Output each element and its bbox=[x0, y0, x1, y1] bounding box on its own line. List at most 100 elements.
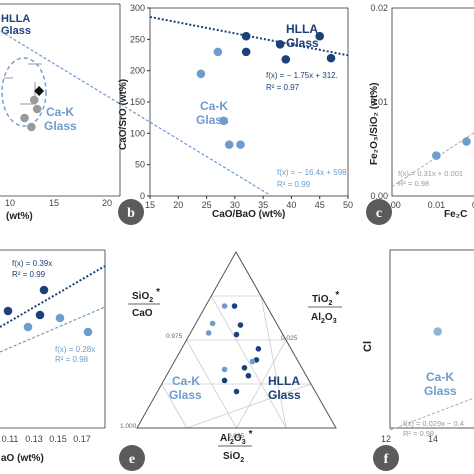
panel-b-hlla-r2: R² = 0.97 bbox=[266, 83, 300, 92]
panel-a-cak-point bbox=[32, 104, 42, 114]
panel-e-tick: 0.975 bbox=[166, 333, 183, 340]
panel-f-cak-trendline bbox=[389, 397, 474, 431]
panel-f-badge: f bbox=[373, 445, 399, 471]
panel-e-hlla-point bbox=[241, 365, 248, 371]
panel-d-x-tick: 0.15 bbox=[49, 434, 67, 444]
panel-b-hlla-label-2: Glass bbox=[286, 36, 319, 50]
panel-f-x-tick: 12 bbox=[381, 434, 391, 444]
panel-f-plot-frame bbox=[389, 249, 474, 429]
panel-e-right-numerator: TiO2* bbox=[312, 290, 339, 307]
panel-e-badge-circle bbox=[119, 445, 145, 471]
panel-c-x-tick: 0.00 bbox=[383, 200, 401, 210]
panel-b-hlla-point bbox=[275, 40, 285, 49]
panel-b-y-tick: 300 bbox=[130, 3, 145, 13]
panel-d-cak-r2: R² = 0.98 bbox=[55, 355, 89, 364]
panel-c-badge: c bbox=[366, 199, 392, 225]
panel-a-cak-label-2: Glass bbox=[44, 119, 77, 133]
panel-e-tick: 0.025 bbox=[228, 433, 245, 440]
panel-b-cak-point bbox=[224, 140, 234, 149]
panel-b-x-tick: 50 bbox=[343, 200, 353, 210]
panel-f-points bbox=[433, 327, 443, 336]
panel-b-cak-point bbox=[196, 69, 206, 79]
panel-e-apex-left-label: SiO2* CaO bbox=[128, 287, 160, 319]
panel-b-y-tick: 150 bbox=[130, 97, 145, 107]
panel-e-cak-point bbox=[209, 320, 216, 327]
panel-b-y-tick: 250 bbox=[130, 34, 145, 44]
panel-e-cak-point bbox=[221, 303, 228, 309]
panel-d-x-tick: 0.11 bbox=[2, 434, 19, 444]
panel-a-x-tick: 10 bbox=[5, 198, 15, 208]
panel-e-right-denominator: Al2O3 bbox=[311, 312, 337, 325]
panel-c-cak-point bbox=[462, 137, 471, 146]
panel-e-bottom-numerator: Al2O3* bbox=[220, 429, 253, 446]
panel-a-x-tick: 20 bbox=[102, 198, 112, 208]
panel-b-cak-point bbox=[213, 47, 223, 57]
panel-a-cak-point bbox=[27, 122, 36, 132]
panel-d-hlla-equation: f(x) = 0.39x bbox=[12, 259, 52, 268]
panel-b-x-tick: 20 bbox=[173, 200, 183, 210]
panel-b-cak-label: Ca-K bbox=[200, 99, 228, 113]
panel-d-hlla-point bbox=[39, 285, 49, 295]
panel-d-hlla-trendline bbox=[0, 265, 106, 328]
panel-f-badge-letter: f bbox=[384, 452, 389, 467]
panel-b-x-ticks: 15 20 25 30 35 40 45 50 bbox=[145, 196, 353, 210]
panel-c-badge-circle bbox=[366, 199, 392, 225]
panel-c-cak-trendline bbox=[391, 132, 474, 188]
panel-c-x-tick: 0.02 bbox=[472, 200, 474, 210]
panel-a-black-marker bbox=[34, 86, 45, 96]
panel-c-y-label: Fe₂O₃/SiO₂ (wt%) bbox=[369, 83, 380, 165]
panel-b-hlla-point bbox=[281, 55, 291, 64]
panel-b-y-label: CaO/SrO (wt%) bbox=[118, 79, 129, 150]
panel-e-hlla-point bbox=[233, 388, 240, 395]
panel-a: 10 15 20 (wt%) HLLA Glass Ca-K Glass bbox=[0, 3, 121, 222]
panel-a-x-label: (wt%) bbox=[6, 211, 33, 222]
panel-b-cak-equation: f(x) = − 16.4x + 598. bbox=[277, 168, 349, 177]
panel-b-badge-letter: b bbox=[127, 206, 135, 221]
panel-b-cak-trendline bbox=[0, 30, 272, 197]
panel-f-ticks: 121416 bbox=[381, 434, 438, 444]
panel-a-cak-label: Ca-K bbox=[46, 105, 74, 119]
panel-d-hlla-point bbox=[35, 310, 45, 320]
panel-c-y-tick: 0.02 bbox=[370, 3, 388, 13]
panel-d-hlla-point bbox=[3, 306, 13, 316]
panel-b-cak-point bbox=[236, 140, 245, 149]
panel-e-left-denominator: CaO bbox=[132, 308, 153, 319]
panel-d-cak-point bbox=[55, 313, 65, 323]
panel-d-x-tick: 0.17 bbox=[73, 434, 91, 444]
panel-a-cak-point bbox=[20, 113, 29, 123]
panel-a-cak-ellipse bbox=[1, 57, 47, 127]
panel-b-y-tick: 100 bbox=[130, 128, 145, 138]
panel-e-cak-point bbox=[221, 366, 228, 373]
panel-e-hlla-point bbox=[245, 372, 252, 379]
panel-c-plot-frame bbox=[391, 7, 474, 197]
panel-e-apex-right-label: TiO2* Al2O3 bbox=[308, 290, 342, 325]
panel-e-cak-label-2: Glass bbox=[169, 388, 202, 402]
panel-e-hlla-label: HLLA bbox=[268, 374, 300, 388]
panel-e-hlla-point bbox=[221, 377, 228, 384]
panel-b-x-tick: 15 bbox=[145, 200, 155, 210]
panel-f: 121416 Cl Ca-K Glass f(x) = 0.029x − 0.4… bbox=[362, 249, 474, 471]
panel-b-x-tick: 45 bbox=[315, 200, 325, 210]
panel-f-badge-circle bbox=[373, 445, 399, 471]
panel-c-y-tick: 0.00 bbox=[370, 191, 388, 201]
panel-e-hlla-point bbox=[233, 331, 240, 338]
panel-e-apex-bottom-label: Al2O3* SiO2 bbox=[218, 429, 253, 464]
panel-b-cak-point bbox=[219, 116, 228, 126]
panel-c: 0.00 0.01 0.02 0.00 0.01 0.02 Fe₂O₃/SiO₂ (wt%… bbox=[366, 3, 474, 225]
panel-e-triangle bbox=[136, 250, 337, 429]
panel-c-points bbox=[432, 137, 471, 160]
panel-b-x-tick: 35 bbox=[258, 200, 268, 210]
panel-b-x-label: CaO/BaO (wt%) bbox=[212, 209, 285, 220]
panel-d-cak-equation: f(x) = 0.28x bbox=[55, 345, 95, 354]
panel-c-x-tick: 0.01 bbox=[428, 200, 446, 210]
panel-a-x-tick: 15 bbox=[49, 198, 59, 208]
panel-c-cak-point bbox=[432, 151, 441, 160]
panel-e-hlla-point bbox=[255, 346, 262, 352]
panel-b-x-tick: 30 bbox=[230, 200, 240, 210]
panel-f-equation: f(x) = 0.029x − 0.4 bbox=[403, 419, 464, 428]
panel-b-hlla-point bbox=[241, 31, 251, 41]
panel-e-points bbox=[205, 303, 262, 395]
panel-b-x-tick: 40 bbox=[286, 200, 296, 210]
panel-e-cak-point bbox=[205, 330, 212, 336]
